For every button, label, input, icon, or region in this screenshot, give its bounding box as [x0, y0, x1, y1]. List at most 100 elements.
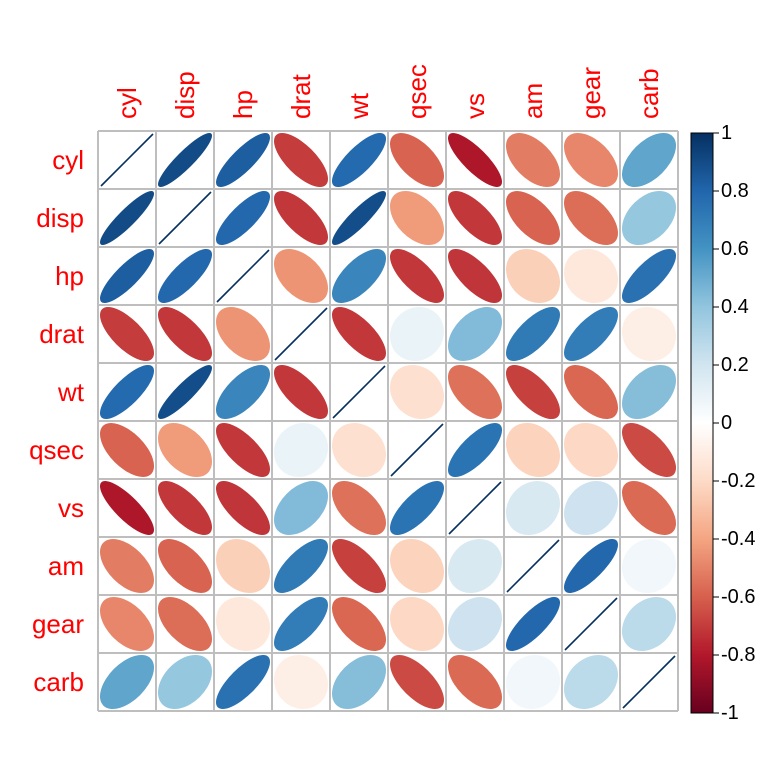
- correlation-ellipse: [100, 365, 154, 419]
- color-scale-label: 0.4: [721, 296, 749, 318]
- correlation-ellipse: [564, 307, 618, 361]
- row-label: cyl: [52, 145, 84, 175]
- row-label: am: [48, 551, 84, 581]
- color-scale-label: 0.6: [721, 238, 749, 260]
- correlation-ellipse: [447, 248, 503, 304]
- correlation-ellipse: [621, 480, 677, 536]
- diagonal-line: [332, 365, 386, 419]
- correlation-ellipse: [621, 248, 677, 304]
- correlation-ellipse: [448, 133, 502, 187]
- correlation-cells: [99, 132, 677, 710]
- correlation-ellipse: [215, 364, 271, 420]
- correlation-ellipse: [505, 654, 561, 710]
- correlation-ellipse: [622, 365, 676, 419]
- correlation-ellipse: [447, 596, 503, 652]
- color-scale-label: -0.2: [721, 470, 755, 492]
- correlation-ellipse: [332, 481, 386, 535]
- diagonal-line: [390, 423, 444, 477]
- color-legend: 1 0.8 0.6 0.4 0.2 0 -0.2 -0.4 -0.6 -0.8 -1: [690, 122, 755, 724]
- diagonal-line: [216, 249, 270, 303]
- correlation-ellipse: [389, 480, 445, 536]
- column-label: vs: [460, 93, 490, 119]
- correlation-ellipse: [215, 654, 271, 710]
- correlation-ellipse: [273, 538, 329, 594]
- correlation-ellipse: [563, 480, 619, 536]
- correlation-ellipse: [447, 654, 503, 710]
- correlation-ellipse: [389, 132, 445, 188]
- column-label: drat: [286, 73, 316, 119]
- column-labels: cyl disp hp drat wt qsec vs am gear carb: [112, 64, 664, 120]
- correlation-ellipse: [505, 248, 561, 304]
- row-label: wt: [57, 377, 85, 407]
- column-label: carb: [634, 68, 664, 119]
- color-scale-label: -0.8: [721, 644, 755, 666]
- correlation-ellipse: [99, 422, 155, 478]
- correlation-ellipse: [505, 190, 561, 246]
- correlation-ellipse: [274, 481, 328, 535]
- correlation-ellipse: [273, 364, 329, 420]
- correlation-ellipse: [564, 249, 618, 303]
- correlation-ellipse: [216, 597, 270, 651]
- row-label: carb: [33, 667, 84, 697]
- correlation-ellipse: [564, 191, 618, 245]
- color-scale-label: 0.2: [721, 354, 749, 376]
- correlation-ellipse: [621, 306, 677, 362]
- correlation-ellipse: [273, 654, 329, 710]
- color-scale-label: 0: [721, 412, 732, 434]
- correlation-ellipse: [157, 480, 213, 536]
- correlation-ellipse: [158, 249, 212, 303]
- diagonal-line: [564, 597, 618, 651]
- correlation-ellipse: [621, 538, 677, 594]
- correlation-ellipse: [158, 365, 212, 419]
- correlation-ellipse: [158, 423, 212, 477]
- correlation-ellipse: [389, 654, 445, 710]
- row-labels: cyl disp hp drat wt qsec vs am gear carb: [29, 145, 85, 697]
- column-label: qsec: [402, 64, 432, 119]
- correlation-ellipse: [157, 538, 213, 594]
- color-scale-bar: [690, 132, 714, 714]
- correlation-ellipse: [448, 307, 502, 361]
- correlation-ellipse: [563, 422, 619, 478]
- diagonal-line: [158, 191, 212, 245]
- column-label: hp: [228, 90, 258, 119]
- correlation-ellipse: [100, 249, 154, 303]
- correlation-ellipse: [158, 597, 212, 651]
- diagonal-line: [622, 655, 676, 709]
- correlation-ellipse: [506, 423, 560, 477]
- correlation-ellipse: [157, 306, 213, 362]
- correlation-ellipse: [390, 191, 444, 245]
- correlation-ellipse: [274, 597, 328, 651]
- correlation-ellipse: [506, 481, 560, 535]
- correlation-ellipse: [332, 133, 386, 187]
- correlation-ellipse: [158, 655, 212, 709]
- correlation-ellipse: [332, 423, 386, 477]
- color-scale-label: -0.6: [721, 586, 755, 608]
- correlation-ellipse: [563, 364, 619, 420]
- correlation-ellipse: [215, 480, 271, 536]
- row-label: gear: [32, 609, 84, 639]
- correlation-ellipse: [99, 596, 155, 652]
- correlation-ellipse: [505, 306, 561, 362]
- correlation-ellipse: [331, 596, 387, 652]
- correlation-ellipse: [448, 365, 502, 419]
- row-label: qsec: [29, 435, 84, 465]
- correlation-ellipse: [621, 132, 677, 188]
- correlation-ellipse: [99, 190, 155, 246]
- correlation-ellipse: [274, 133, 328, 187]
- row-label: hp: [55, 261, 84, 291]
- correlation-ellipse: [216, 307, 270, 361]
- grid-lines: [97, 130, 679, 712]
- correlation-ellipse: [99, 538, 155, 594]
- column-label: cyl: [112, 87, 142, 119]
- correlation-ellipse: [215, 422, 271, 478]
- correlation-ellipse: [100, 481, 154, 535]
- correlation-ellipse: [505, 132, 561, 188]
- correlation-ellipse: [331, 248, 387, 304]
- correlation-ellipse: [332, 655, 386, 709]
- diagonal-line: [274, 307, 328, 361]
- column-label: disp: [170, 71, 200, 119]
- column-label: am: [518, 83, 548, 119]
- color-scale-label: 0.8: [721, 180, 749, 202]
- correlation-ellipse: [563, 654, 619, 710]
